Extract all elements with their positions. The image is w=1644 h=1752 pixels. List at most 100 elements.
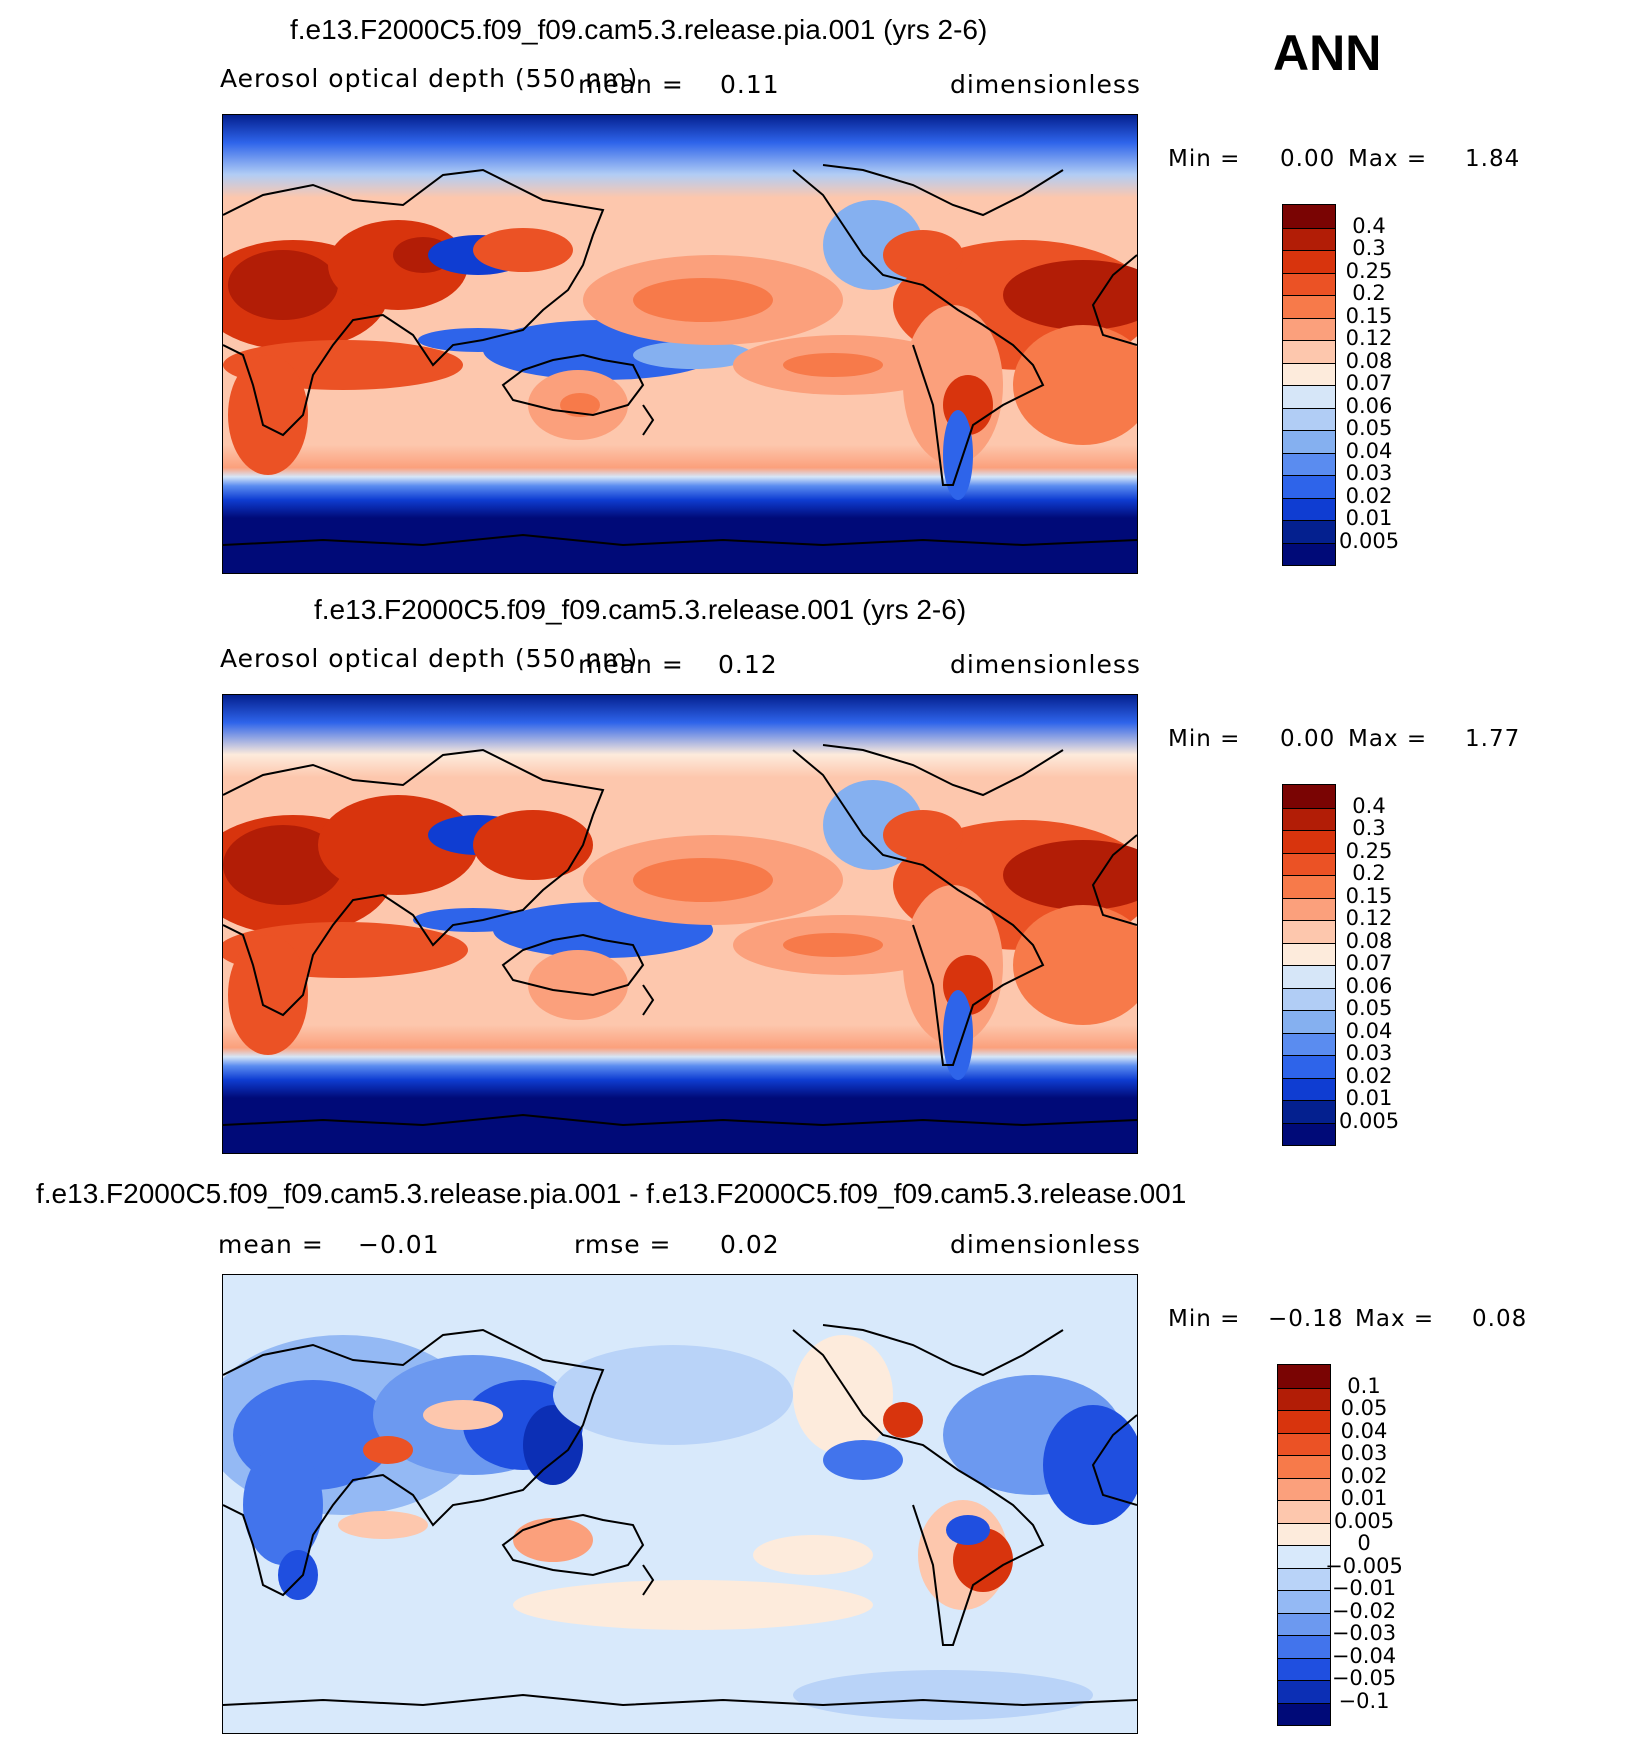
panel-3-rmse-label: rmse = <box>574 1230 672 1259</box>
colorbar-cell <box>1283 852 1335 875</box>
colorbar-cell <box>1283 295 1335 318</box>
colorbar-tick-label: 0.01 <box>1340 1486 1388 1510</box>
panel-1-anomalies <box>223 200 1137 500</box>
colorbar-cell <box>1283 942 1335 965</box>
colorbar-tick-label: 0.02 <box>1345 483 1393 508</box>
colorbar-cell <box>1278 1455 1330 1478</box>
panel-2-coastlines <box>223 744 1137 1127</box>
colorbar-tick-label: 0.12 <box>1345 906 1393 930</box>
colorbar-cell <box>1283 1055 1335 1078</box>
panel-3-max-value: 0.08 <box>1472 1306 1528 1332</box>
colorbar-cell <box>1283 227 1335 250</box>
panel-2-map-svg <box>223 695 1137 1153</box>
panel-1-colorbar <box>1282 204 1336 566</box>
colorbar-tick-label: −0.03 <box>1331 1621 1397 1645</box>
panel-3-min-label: Min = <box>1168 1306 1241 1332</box>
colorbar-cell <box>1278 1432 1330 1455</box>
panel-3-map-svg <box>223 1275 1137 1733</box>
panel-1-mean-value: 0.11 <box>720 70 780 99</box>
colorbar-tick-label: 0.005 <box>1338 528 1400 553</box>
panel-3-colorbar <box>1277 1364 1331 1726</box>
colorbar-cell <box>1283 965 1335 988</box>
colorbar-cell <box>1278 1365 1330 1388</box>
panel-2-map <box>222 694 1138 1154</box>
colorbar-tick-label: −0.005 <box>1325 1553 1403 1578</box>
colorbar-tick-label: 0.2 <box>1352 281 1386 305</box>
colorbar-cell <box>1283 272 1335 295</box>
panel-1-variable-label: Aerosol optical depth (550 nm) <box>220 64 639 93</box>
colorbar-tick-label: −0.05 <box>1331 1666 1397 1690</box>
panel-2-colorbar <box>1282 784 1336 1146</box>
panel-3-rmse-value: 0.02 <box>720 1230 780 1259</box>
colorbar-tick-label: 0.4 <box>1352 793 1386 818</box>
colorbar-tick-label: 0.07 <box>1345 371 1393 395</box>
colorbar-tick-label: 0.03 <box>1345 461 1393 485</box>
colorbar-cell <box>1283 362 1335 385</box>
panel-1-map <box>222 114 1138 574</box>
colorbar-cell <box>1278 1702 1330 1725</box>
panel-2-title: f.e13.F2000C5.f09_f09.cam5.3.release.001… <box>314 594 967 625</box>
season-label: ANN <box>1273 25 1382 81</box>
colorbar-cell <box>1283 385 1335 408</box>
colorbar-cell <box>1278 1500 1330 1523</box>
colorbar-tick-label: 0.06 <box>1345 973 1393 998</box>
panel-2-max-value: 1.77 <box>1465 726 1521 752</box>
panel-3-mean-value: −0.01 <box>358 1230 440 1259</box>
panel-1-mean-label: mean = <box>578 70 684 99</box>
colorbar-cell <box>1283 1122 1335 1145</box>
colorbar-cell <box>1283 317 1335 340</box>
colorbar-tick-label: −0.04 <box>1331 1643 1397 1668</box>
colorbar-cell <box>1278 1567 1330 1590</box>
colorbar-cell <box>1283 1032 1335 1055</box>
colorbar-cell <box>1278 1612 1330 1635</box>
colorbar-cell <box>1283 875 1335 898</box>
colorbar-cell <box>1283 1077 1335 1100</box>
colorbar-tick-label: 0.15 <box>1345 883 1393 908</box>
panel-2-units: dimensionless <box>950 650 1141 679</box>
colorbar-cell <box>1283 897 1335 920</box>
colorbar-tick-label: −0.1 <box>1338 1688 1390 1713</box>
colorbar-tick-label: 0.1 <box>1347 1373 1381 1398</box>
panel-2-variable-label: Aerosol optical depth (550 nm) <box>220 644 639 673</box>
colorbar-tick-label: 0.3 <box>1352 816 1386 840</box>
colorbar-tick-label: 0.06 <box>1345 393 1393 418</box>
panel-3-map <box>222 1274 1138 1734</box>
panel-3-min-value: −0.18 <box>1268 1306 1344 1332</box>
colorbar-cell <box>1283 452 1335 475</box>
panel-3-max-label: Max = <box>1355 1306 1435 1332</box>
panel-3-anomalies <box>223 1335 1137 1720</box>
panel-2-mean-value: 0.12 <box>718 650 778 679</box>
panel-1-map-svg <box>223 115 1137 573</box>
colorbar-tick-label: 0.03 <box>1340 1441 1388 1465</box>
panel-1-title: f.e13.F2000C5.f09_f09.cam5.3.release.pia… <box>290 14 988 45</box>
colorbar-tick-label: 0.02 <box>1345 1063 1393 1088</box>
panel-2-min-label: Min = <box>1168 726 1241 752</box>
colorbar-cell <box>1278 1522 1330 1545</box>
panel-3-mean-label: mean = <box>218 1230 324 1259</box>
colorbar-tick-label: −0.02 <box>1331 1598 1397 1623</box>
colorbar-tick-label: 0.07 <box>1345 951 1393 975</box>
panel-2-max-label: Max = <box>1348 726 1428 752</box>
colorbar-tick-label: 0.15 <box>1345 303 1393 328</box>
panel-3-title: f.e13.F2000C5.f09_f09.cam5.3.release.pia… <box>36 1178 1187 1209</box>
colorbar-tick-label: 0.05 <box>1340 1396 1388 1420</box>
colorbar-cell <box>1278 1387 1330 1410</box>
colorbar-tick-label: 0.02 <box>1340 1463 1388 1488</box>
colorbar-tick-label: 0.005 <box>1333 1508 1395 1533</box>
colorbar-tick-label: 0.04 <box>1345 438 1393 463</box>
colorbar-tick-label: 0.05 <box>1345 416 1393 440</box>
panel-1-max-value: 1.84 <box>1465 146 1521 172</box>
colorbar-cell <box>1283 520 1335 543</box>
colorbar-tick-label: 0.08 <box>1345 928 1393 953</box>
colorbar-cell <box>1278 1477 1330 1500</box>
colorbar-cell <box>1283 205 1335 228</box>
colorbar-cell <box>1278 1590 1330 1613</box>
panel-1-min-value: 0.00 <box>1280 146 1336 172</box>
colorbar-cell <box>1278 1635 1330 1658</box>
colorbar-cell <box>1283 407 1335 430</box>
colorbar-tick-label: 0.03 <box>1345 1041 1393 1065</box>
colorbar-cell <box>1283 250 1335 273</box>
colorbar-tick-label: 0.08 <box>1345 348 1393 373</box>
colorbar-tick-label: 0.3 <box>1352 236 1386 260</box>
colorbar-cell <box>1283 785 1335 808</box>
